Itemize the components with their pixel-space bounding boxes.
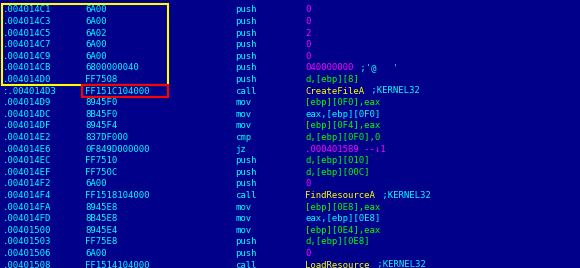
Text: .004014C1: .004014C1 [3, 5, 52, 14]
Text: mov: mov [235, 121, 251, 130]
Text: 0: 0 [305, 40, 310, 49]
Text: [ebp][0F0],eax: [ebp][0F0],eax [305, 98, 380, 107]
Text: 8945E4: 8945E4 [85, 226, 117, 235]
Text: push: push [235, 249, 256, 258]
Text: 8B45E8: 8B45E8 [85, 214, 117, 223]
Text: ;'@   ': ;'@ ' [355, 63, 398, 72]
Text: .004014C9: .004014C9 [3, 52, 52, 61]
Text: push: push [235, 179, 256, 188]
Text: push: push [235, 75, 256, 84]
Text: push: push [235, 52, 256, 61]
Text: .00401500: .00401500 [3, 226, 52, 235]
Text: 6A00: 6A00 [85, 179, 107, 188]
Text: FF1518104000: FF1518104000 [85, 191, 150, 200]
Text: .004014E2: .004014E2 [3, 133, 52, 142]
Text: [ebp][0E4],eax: [ebp][0E4],eax [305, 226, 380, 235]
Text: d,[ebp][010]: d,[ebp][010] [305, 156, 369, 165]
Text: 837DF000: 837DF000 [85, 133, 128, 142]
Text: mov: mov [235, 98, 251, 107]
Text: 6A00: 6A00 [85, 17, 107, 26]
Text: 6A00: 6A00 [85, 40, 107, 49]
Text: .004014CB: .004014CB [3, 63, 52, 72]
Text: .00401508: .00401508 [3, 260, 52, 268]
Text: CreateFileA: CreateFileA [305, 87, 364, 95]
Text: [ebp][0F4],eax: [ebp][0F4],eax [305, 121, 380, 130]
Text: .004014C7: .004014C7 [3, 40, 52, 49]
Text: 8945F0: 8945F0 [85, 98, 117, 107]
Text: eax,[ebp][0F0]: eax,[ebp][0F0] [305, 110, 380, 119]
Bar [2, 4, 168, 85]
Text: 0: 0 [305, 179, 310, 188]
Text: FF7508: FF7508 [85, 75, 117, 84]
Text: mov: mov [235, 203, 251, 211]
Text: 8945E8: 8945E8 [85, 203, 117, 211]
Text: [ebp][0E8],eax: [ebp][0E8],eax [305, 203, 380, 211]
Text: push: push [235, 63, 256, 72]
Text: FF151C104000: FF151C104000 [85, 87, 150, 95]
Text: mov: mov [235, 226, 251, 235]
Text: call: call [235, 191, 256, 200]
Text: .004014F4: .004014F4 [3, 191, 52, 200]
Text: 0: 0 [305, 249, 310, 258]
Text: .004014FA: .004014FA [3, 203, 52, 211]
Text: .004014FD: .004014FD [3, 214, 52, 223]
Text: 6A02: 6A02 [85, 28, 107, 38]
Text: d,[ebp][0E8]: d,[ebp][0E8] [305, 237, 369, 246]
Text: 6A00: 6A00 [85, 249, 107, 258]
Text: push: push [235, 5, 256, 14]
Text: 040000000: 040000000 [305, 63, 353, 72]
Text: mov: mov [235, 110, 251, 119]
Text: eax,[ebp][0E8]: eax,[ebp][0E8] [305, 214, 380, 223]
Text: push: push [235, 28, 256, 38]
Text: .004014EC: .004014EC [3, 156, 52, 165]
Text: FF75E8: FF75E8 [85, 237, 117, 246]
Text: .004014DF: .004014DF [3, 121, 52, 130]
Text: mov: mov [235, 214, 251, 223]
Text: jz: jz [235, 144, 246, 154]
Text: LoadResource: LoadResource [305, 260, 369, 268]
Text: 8B45F0: 8B45F0 [85, 110, 117, 119]
Text: 2: 2 [305, 28, 310, 38]
Text: ;KERNEL32: ;KERNEL32 [372, 260, 425, 268]
Text: 0: 0 [305, 52, 310, 61]
Text: .004014F2: .004014F2 [3, 179, 52, 188]
Text: .00401506: .00401506 [3, 249, 52, 258]
Text: d,[ebp][8]: d,[ebp][8] [305, 75, 359, 84]
Text: FF750C: FF750C [85, 168, 117, 177]
Text: ;KERNEL32: ;KERNEL32 [377, 191, 431, 200]
Text: .004014DC: .004014DC [3, 110, 52, 119]
Text: FF7510: FF7510 [85, 156, 117, 165]
Text: 0: 0 [305, 5, 310, 14]
Text: 0: 0 [305, 17, 310, 26]
Text: FindResourceA: FindResourceA [305, 191, 375, 200]
Text: d,[ebp][00C]: d,[ebp][00C] [305, 168, 369, 177]
Text: .004014C3: .004014C3 [3, 17, 52, 26]
Text: push: push [235, 40, 256, 49]
Text: push: push [235, 17, 256, 26]
Text: .004014D0: .004014D0 [3, 75, 52, 84]
Text: .000401589 --↓1: .000401589 --↓1 [305, 144, 386, 154]
Text: call: call [235, 260, 256, 268]
Text: push: push [235, 237, 256, 246]
Text: 8945F4: 8945F4 [85, 121, 117, 130]
Text: push: push [235, 168, 256, 177]
Text: d,[ebp][0F0],0: d,[ebp][0F0],0 [305, 133, 380, 142]
Text: 6A00: 6A00 [85, 52, 107, 61]
Text: 6A00: 6A00 [85, 5, 107, 14]
Text: FF1514104000: FF1514104000 [85, 260, 150, 268]
Text: :.004014D3: :.004014D3 [3, 87, 57, 95]
Text: .004014C5: .004014C5 [3, 28, 52, 38]
Text: push: push [235, 156, 256, 165]
Text: call: call [235, 87, 256, 95]
Text: .00401503: .00401503 [3, 237, 52, 246]
Text: 6800000040: 6800000040 [85, 63, 139, 72]
Text: cmp: cmp [235, 133, 251, 142]
Text: .004014D9: .004014D9 [3, 98, 52, 107]
Text: 0F849D000000: 0F849D000000 [85, 144, 150, 154]
Text: .004014E6: .004014E6 [3, 144, 52, 154]
Text: .004014EF: .004014EF [3, 168, 52, 177]
Text: ;KERNEL32: ;KERNEL32 [366, 87, 420, 95]
Bar [82, 85, 168, 97]
